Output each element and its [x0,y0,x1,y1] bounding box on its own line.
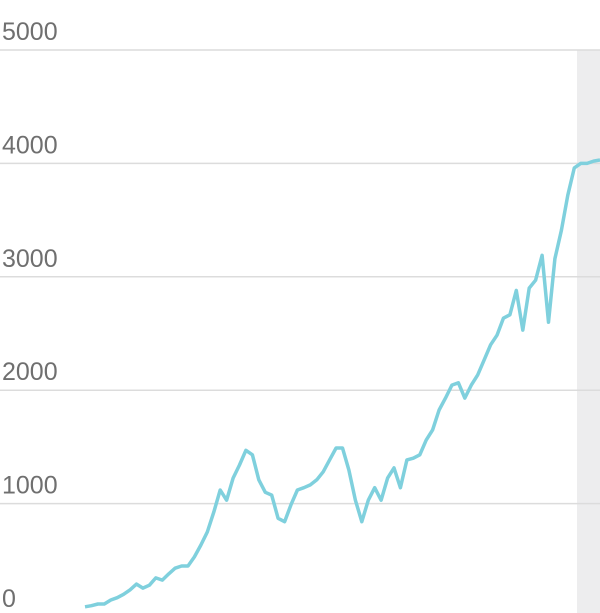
y-tick-label: 2000 [2,358,58,386]
highlight-band [577,50,600,613]
y-tick-label: 1000 [2,472,58,500]
data-line [84,158,600,609]
y-tick-label: 5000 [2,18,58,46]
y-tick-label: 0 [2,585,16,613]
y-tick-label: 3000 [2,245,58,273]
y-tick-label: 4000 [2,131,58,159]
